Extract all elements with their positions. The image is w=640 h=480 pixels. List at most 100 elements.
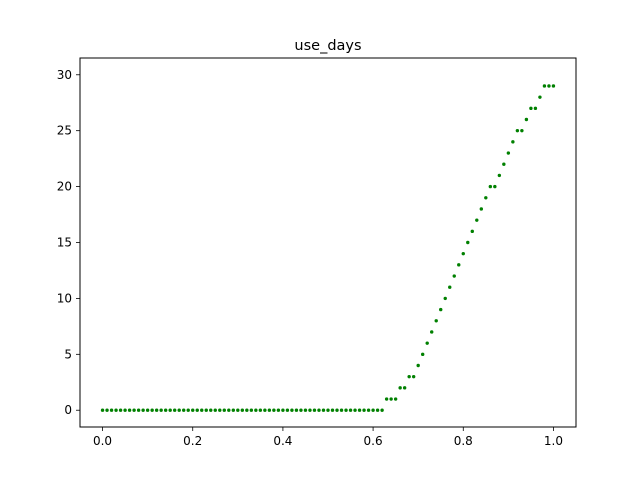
data-point	[267, 408, 272, 412]
data-point	[330, 408, 335, 412]
data-point	[452, 274, 456, 278]
data-point	[317, 408, 321, 412]
data-point	[407, 374, 411, 379]
data-point	[389, 397, 393, 401]
data-point	[236, 408, 240, 412]
data-point	[204, 408, 208, 412]
data-point	[411, 374, 416, 379]
y-tick-label: 10	[57, 291, 72, 305]
data-point	[339, 408, 344, 412]
data-point	[150, 408, 154, 412]
x-tick-label: 0.2	[183, 434, 202, 448]
data-point	[524, 117, 529, 122]
data-point	[430, 330, 434, 334]
data-point	[227, 408, 231, 412]
data-point	[163, 408, 168, 412]
x-tick-label: 0.8	[454, 434, 473, 448]
data-point	[159, 408, 163, 412]
data-point	[443, 296, 447, 301]
y-axis: 0 5 10 15 20 25 30	[57, 68, 80, 417]
data-point	[123, 408, 127, 412]
data-point	[493, 184, 497, 189]
data-point	[380, 408, 384, 412]
data-point	[547, 84, 551, 88]
data-point	[326, 408, 330, 412]
data-point	[100, 408, 105, 412]
data-point	[303, 408, 308, 412]
data-point	[488, 184, 493, 189]
data-point	[466, 240, 470, 245]
data-point	[312, 408, 317, 412]
data-point	[420, 352, 425, 357]
data-point	[263, 408, 267, 412]
y-tick-label: 0	[64, 403, 72, 417]
data-point	[348, 408, 353, 412]
data-point	[434, 319, 438, 323]
data-point	[484, 196, 488, 200]
data-point	[218, 408, 222, 412]
data-point	[371, 408, 375, 412]
data-point	[294, 408, 299, 412]
data-point	[515, 128, 520, 133]
data-point	[551, 84, 556, 88]
data-point	[416, 363, 420, 368]
data-point	[375, 408, 380, 412]
y-tick-label: 15	[57, 236, 72, 250]
data-point	[502, 162, 506, 166]
x-tick-label: 0.0	[93, 434, 112, 448]
data-point	[191, 408, 195, 412]
data-point	[209, 408, 213, 412]
y-tick-label: 5	[64, 347, 72, 361]
data-point	[308, 408, 312, 412]
data-point	[109, 408, 114, 412]
data-point	[177, 408, 181, 412]
data-point	[479, 207, 484, 211]
data-point	[222, 408, 226, 412]
data-point	[506, 151, 511, 155]
data-point	[542, 84, 547, 88]
data-point	[475, 218, 479, 222]
data-points	[100, 84, 556, 412]
data-point	[497, 173, 502, 178]
data-point	[470, 229, 474, 234]
data-point	[321, 408, 326, 412]
data-point	[182, 408, 186, 412]
data-point	[285, 408, 290, 412]
data-point	[118, 408, 123, 412]
data-point	[200, 408, 204, 412]
data-point	[461, 251, 465, 256]
y-tick-label: 20	[57, 180, 72, 194]
data-point	[398, 386, 402, 390]
data-point	[511, 140, 515, 144]
data-point	[114, 408, 118, 412]
y-tick-label: 25	[57, 124, 72, 138]
data-point	[290, 408, 294, 412]
x-tick-label: 0.6	[364, 434, 383, 448]
data-point	[281, 408, 285, 412]
data-point	[240, 408, 245, 412]
data-point	[132, 408, 136, 412]
x-tick-label: 1.0	[544, 434, 563, 448]
data-point	[448, 285, 452, 289]
data-point	[127, 408, 132, 412]
data-point	[172, 408, 177, 412]
data-point	[299, 408, 303, 412]
data-point	[254, 408, 258, 412]
data-point	[353, 408, 357, 412]
data-point	[258, 408, 263, 412]
data-point	[529, 106, 533, 111]
data-point	[213, 408, 217, 412]
data-point	[231, 408, 236, 412]
chart-title: use_days	[294, 38, 361, 54]
y-tick-label: 30	[57, 68, 72, 82]
data-point	[272, 408, 276, 412]
data-point	[344, 408, 348, 412]
x-axis: 0.0 0.2 0.4 0.6 0.8 1.0	[93, 427, 563, 448]
data-point	[362, 408, 366, 412]
data-point	[145, 408, 150, 412]
data-point	[357, 408, 362, 412]
data-point	[393, 397, 398, 401]
data-point	[154, 408, 159, 412]
